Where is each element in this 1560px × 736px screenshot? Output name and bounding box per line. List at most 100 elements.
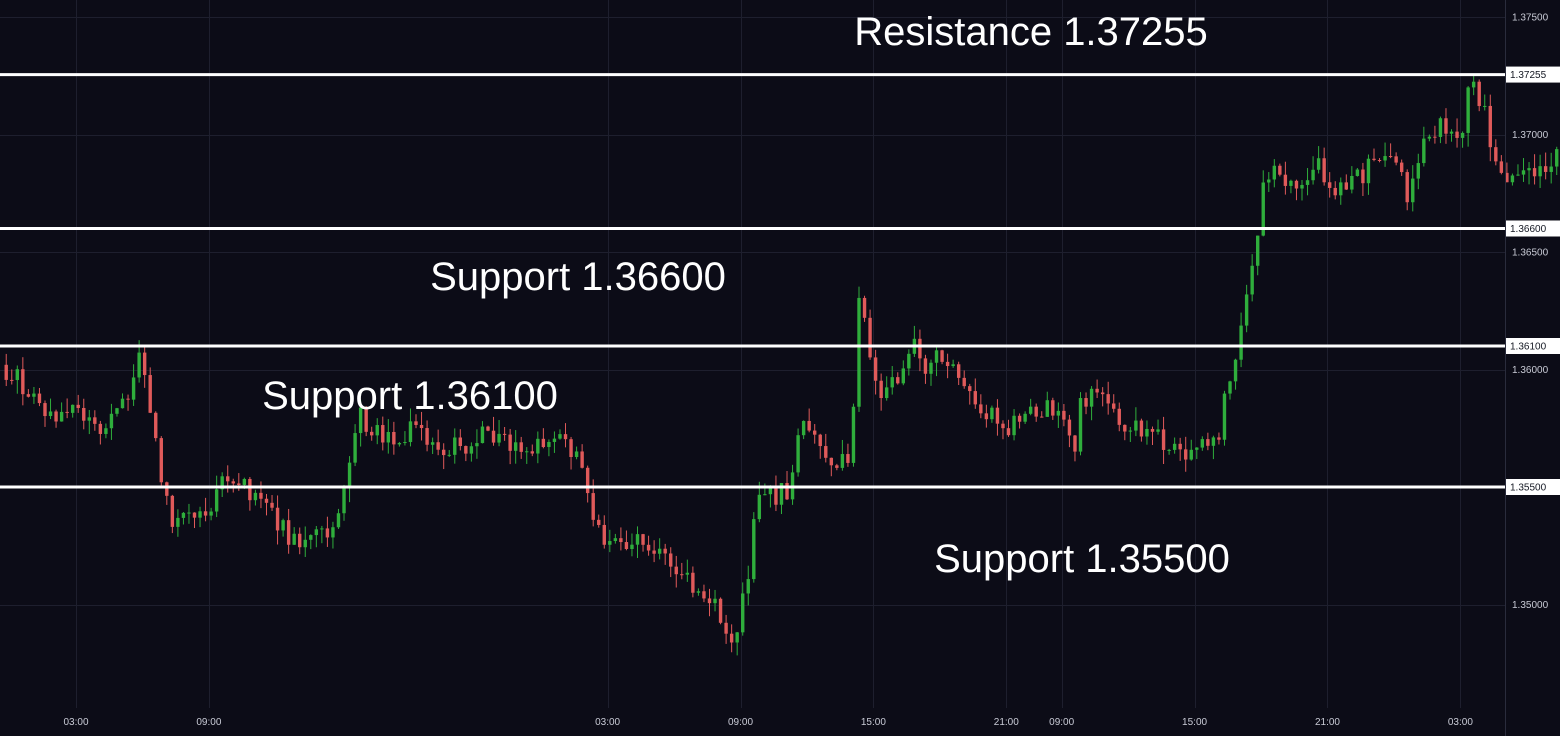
candle-up	[15, 369, 20, 381]
candle-up	[608, 541, 612, 545]
candle-down	[1051, 400, 1055, 416]
candle-up	[741, 593, 745, 633]
candle-down	[1184, 449, 1188, 460]
candle-up	[1411, 178, 1415, 203]
candle-down	[1095, 388, 1099, 393]
candle-up	[1311, 169, 1315, 181]
candle-up	[752, 519, 756, 580]
candle-up	[314, 529, 319, 536]
candle-down	[1444, 118, 1448, 134]
candle-up	[281, 520, 285, 531]
x-tick-label: 21:00	[994, 717, 1019, 728]
candle-up	[453, 437, 457, 455]
candle-down	[231, 481, 235, 484]
candle-up	[320, 528, 324, 530]
candle-down	[718, 598, 723, 623]
x-tick-label: 21:00	[1315, 717, 1340, 728]
candle-up	[176, 517, 180, 527]
candle-down	[807, 420, 811, 431]
candle-down	[54, 411, 58, 422]
candle-down	[1217, 437, 1221, 440]
candle-up	[1350, 175, 1354, 190]
candle-up	[1012, 415, 1016, 436]
candle-down	[43, 403, 47, 417]
candle-down	[264, 498, 269, 503]
candle-down	[829, 457, 834, 466]
candle-down	[641, 534, 645, 545]
candle-up	[469, 446, 474, 454]
price-tag-label: 1.35500	[1510, 483, 1547, 494]
candle-up	[929, 362, 933, 374]
candle-down	[464, 446, 468, 454]
candle-down	[76, 404, 80, 408]
candle-down	[879, 380, 883, 399]
candle-down	[530, 451, 534, 454]
candle-down	[414, 421, 418, 425]
candle-down	[862, 297, 867, 318]
candle-up	[331, 527, 335, 538]
candle-up	[525, 451, 529, 453]
candle-down	[1499, 161, 1504, 173]
candle-up	[1145, 428, 1149, 437]
candle-up	[1078, 398, 1083, 452]
candle-down	[624, 542, 629, 550]
candle-up	[746, 579, 750, 594]
candle-down	[1001, 423, 1005, 429]
candle-up	[353, 433, 357, 463]
candle-up	[1471, 81, 1476, 88]
candle-up	[1383, 156, 1387, 161]
candle-up	[475, 443, 479, 447]
candle-up	[1195, 447, 1199, 450]
candle-down	[65, 411, 69, 413]
candle-up	[1538, 166, 1542, 177]
candle-down	[563, 434, 568, 440]
candle-up	[901, 368, 906, 384]
candle-down	[813, 430, 817, 435]
y-tick-label: 1.37000	[1512, 130, 1549, 141]
price-levels: Resistance 1.37255 Support 1.36600 Support…	[0, 10, 1505, 581]
candle-up	[1516, 174, 1520, 176]
candle-down	[419, 424, 424, 429]
candle-down	[1333, 187, 1337, 196]
candle-down	[680, 574, 684, 576]
candle-up	[1239, 325, 1243, 360]
candle-down	[1067, 419, 1072, 436]
candle-down	[192, 512, 197, 518]
candle-down	[984, 413, 989, 420]
candle-up	[347, 462, 352, 489]
candle-up	[336, 513, 341, 528]
candle-down	[973, 391, 977, 405]
candle-up	[1438, 118, 1443, 137]
candle-up	[447, 454, 451, 456]
candle-up	[1134, 420, 1138, 431]
candle-down	[1278, 165, 1282, 175]
candle-up	[1316, 158, 1321, 170]
candle-down	[1433, 136, 1437, 138]
candle-up	[220, 476, 224, 490]
candle-down	[846, 454, 850, 463]
x-tick-label: 03:00	[1448, 717, 1473, 728]
candle-down	[602, 524, 606, 545]
price-tag	[1506, 66, 1560, 83]
candle-down	[436, 442, 440, 450]
candle-down	[37, 393, 42, 404]
candle-down	[674, 566, 678, 575]
candle-down	[286, 520, 291, 545]
candle-up	[513, 442, 518, 451]
grid	[0, 0, 1505, 708]
candle-up	[1339, 182, 1343, 196]
candle-up	[1256, 235, 1260, 266]
candle-down	[508, 434, 512, 451]
candle-down	[1543, 166, 1548, 172]
candle-down	[1178, 443, 1182, 450]
candle-down	[370, 431, 374, 436]
x-tick-label: 15:00	[1182, 717, 1207, 728]
candle-up	[59, 411, 64, 422]
candle-up	[890, 377, 894, 388]
candle-up	[1222, 393, 1227, 440]
candle-down	[270, 502, 274, 508]
support-label: Support 1.36100	[262, 374, 558, 418]
candle-down	[968, 386, 972, 392]
